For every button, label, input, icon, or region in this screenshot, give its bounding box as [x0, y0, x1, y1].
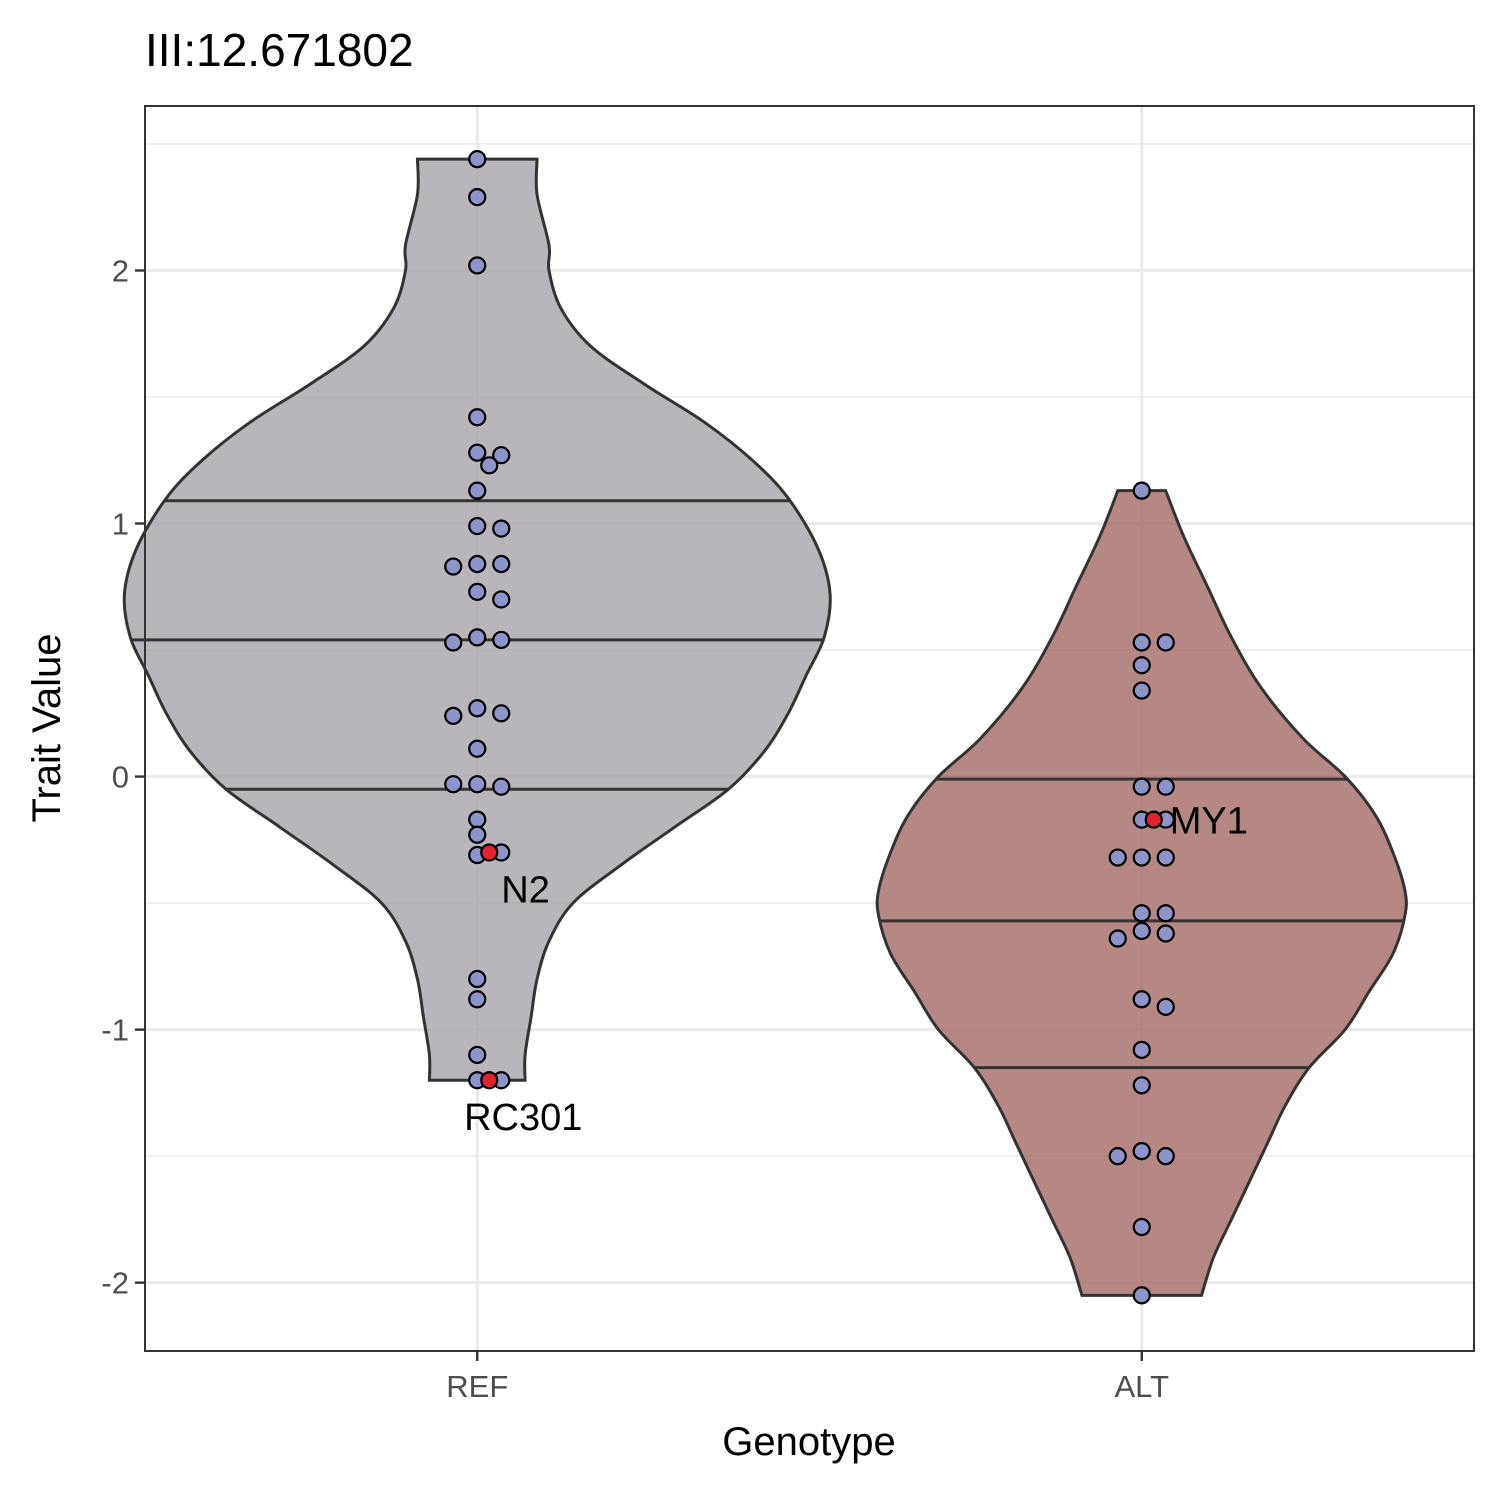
data-point-ref — [468, 825, 487, 844]
data-point-ref — [468, 628, 487, 647]
data-point-ref — [468, 810, 487, 829]
data-point-ref — [444, 557, 463, 576]
data-point-alt — [1132, 656, 1151, 675]
data-point-ref — [468, 481, 487, 500]
data-point-alt — [1156, 904, 1175, 923]
data-point-ref — [468, 582, 487, 601]
data-point-alt — [1132, 990, 1151, 1009]
data-point-ref — [480, 456, 499, 475]
axis-layer: 2 1 0 -1 -2 REF ALT — [101, 105, 1475, 1404]
data-point-ref — [492, 704, 511, 723]
data-point-alt — [1156, 924, 1175, 943]
data-point-ref — [492, 554, 511, 574]
data-point-ref — [468, 1045, 487, 1065]
data-point-alt — [1156, 848, 1175, 867]
data-point-alt — [1108, 1147, 1127, 1166]
highlight-point-rc301 — [480, 1071, 499, 1090]
data-point-ref — [468, 775, 487, 794]
data-point-alt — [1132, 777, 1151, 796]
point-label-rc301: RC301 — [464, 1097, 582, 1139]
point-label-my1: MY1 — [1170, 801, 1248, 843]
y-axis-title: Trait Value — [25, 634, 69, 823]
data-point-alt — [1108, 848, 1127, 867]
data-point-ref — [492, 446, 511, 465]
data-point-ref — [468, 969, 487, 989]
y-tick-label: -2 — [101, 1266, 129, 1301]
data-point-alt — [1132, 481, 1151, 500]
data-point-ref — [492, 630, 511, 650]
panel-border — [144, 105, 1475, 1352]
data-point-ref — [492, 519, 511, 538]
y-tick-label: -1 — [101, 1013, 129, 1048]
data-point-ref — [468, 554, 487, 574]
data-point-alt — [1132, 921, 1151, 941]
y-tick-label: 2 — [112, 253, 129, 288]
label-layer: N2 RC301 MY1 — [464, 801, 1248, 1140]
x-axis-title: Genotype — [722, 1420, 895, 1464]
point-label-n2: N2 — [501, 869, 550, 911]
data-point-alt — [1132, 1217, 1151, 1237]
data-point-alt — [1132, 904, 1151, 923]
highlight-point-n2 — [480, 843, 499, 862]
data-point-alt — [1132, 1040, 1151, 1059]
data-point-alt — [1132, 1141, 1151, 1161]
data-point-ref — [468, 256, 487, 275]
x-tick-label-alt: ALT — [1114, 1369, 1169, 1404]
data-point-ref — [444, 633, 463, 652]
point-layer — [444, 150, 1175, 1305]
violin-ref — [122, 157, 832, 1082]
data-point-ref — [492, 590, 511, 609]
data-point-ref — [468, 990, 487, 1009]
data-point-ref — [492, 777, 511, 796]
data-point-alt — [1156, 777, 1175, 796]
data-point-alt — [1132, 1076, 1151, 1095]
violin-alt — [875, 489, 1408, 1297]
data-point-alt — [1132, 681, 1151, 700]
data-point-alt — [1132, 848, 1151, 867]
data-point-alt — [1156, 633, 1175, 652]
data-point-ref — [444, 775, 463, 794]
chart-title: III:12.671802 — [145, 24, 414, 76]
data-point-alt — [1156, 1147, 1175, 1166]
data-point-alt — [1108, 929, 1127, 948]
data-point-ref — [468, 739, 487, 758]
y-tick-label: 0 — [112, 760, 129, 795]
data-point-alt — [1132, 633, 1151, 652]
data-point-ref — [468, 150, 487, 169]
data-point-alt — [1156, 997, 1175, 1016]
x-tick-label-ref: REF — [446, 1369, 508, 1404]
data-point-ref — [468, 408, 487, 427]
data-point-ref — [468, 516, 487, 536]
data-point-alt — [1132, 1286, 1151, 1305]
data-point-ref — [444, 706, 463, 725]
data-point-ref — [468, 699, 487, 718]
y-tick-label: 1 — [112, 507, 129, 542]
data-point-ref — [468, 187, 487, 207]
data-point-ref — [468, 443, 487, 462]
highlight-point-my1 — [1144, 810, 1163, 829]
